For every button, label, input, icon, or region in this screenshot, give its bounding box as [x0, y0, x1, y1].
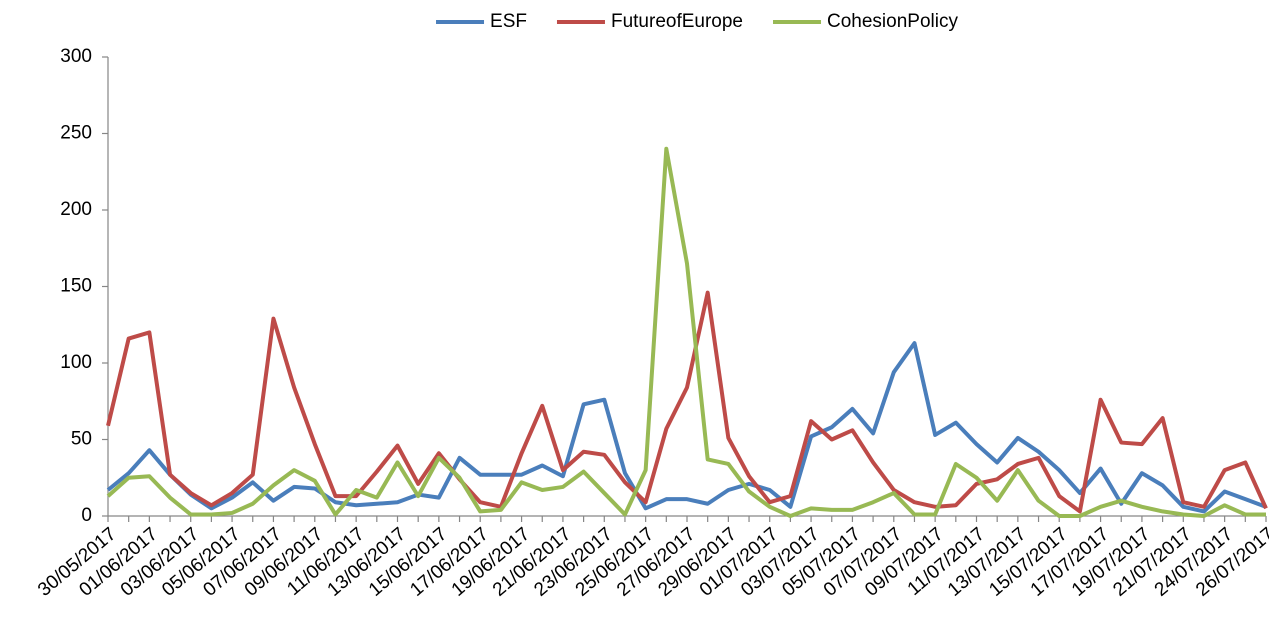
line-series [106, 146, 1266, 518]
y-tick-label: 300 [60, 46, 92, 67]
y-tick-label: 250 [60, 123, 92, 144]
y-tick-label: 50 [71, 429, 92, 450]
y-tick-label: 100 [60, 352, 92, 373]
legend-label: FutureofEurope [611, 11, 743, 32]
legend-label: ESF [490, 11, 527, 32]
line-series [106, 290, 1268, 514]
line-series [106, 341, 1267, 514]
y-tick-label: 0 [81, 505, 92, 526]
y-tick-label: 200 [60, 199, 92, 220]
legend-label: CohesionPolicy [827, 11, 958, 32]
y-tick-label: 150 [60, 276, 92, 297]
